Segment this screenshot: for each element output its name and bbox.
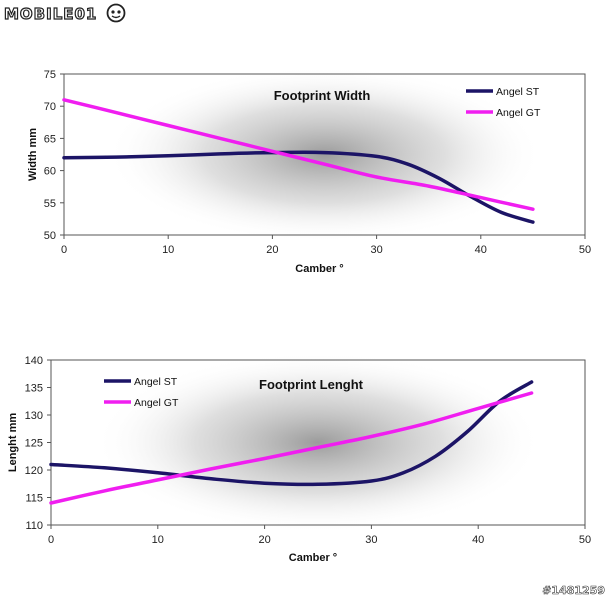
x-tick-label: 0 <box>48 534 54 546</box>
x-tick-label: 30 <box>365 534 377 546</box>
x-tick-label: 20 <box>258 534 270 546</box>
y-tick-label: 50 <box>44 230 56 242</box>
x-axis-label: Camber ° <box>295 263 343 275</box>
chart-title: Footprint Lenght <box>259 377 364 392</box>
site-logo: MOBILE01 <box>3 2 130 26</box>
series-line-angel-gt <box>62 98 535 211</box>
x-axis-label: Camber ° <box>289 552 337 564</box>
chart-title: Footprint Width <box>274 88 371 103</box>
legend-label: Angel GT <box>134 397 179 409</box>
y-tick-label: 75 <box>44 69 56 81</box>
series-line-angel-gt <box>49 391 534 505</box>
footprint-width-chart: 50 55 60 65 70 75 0 10 20 30 40 50 Camber ° Width mm F… <box>27 65 591 275</box>
plot-frame <box>63 73 586 236</box>
plot-shading <box>105 65 544 244</box>
y-tick-label: 65 <box>44 133 56 145</box>
x-tick-label: 30 <box>370 244 382 256</box>
legend-label: Angel GT <box>496 107 541 119</box>
x-tick-label: 10 <box>152 534 164 546</box>
y-tick-label: 115 <box>25 493 43 505</box>
x-tick-label: 10 <box>162 244 174 256</box>
x-tick-label: 40 <box>472 534 484 546</box>
logo-text: MOBILE01 <box>3 4 98 23</box>
x-tick-label: 0 <box>61 244 67 256</box>
y-tick-label: 135 <box>25 383 43 395</box>
series-line-angel-st <box>62 150 535 224</box>
y-tick-label: 130 <box>25 410 43 422</box>
y-axis-label: Lenght mm <box>7 413 19 472</box>
y-tick-label: 55 <box>44 198 56 210</box>
plot-shading <box>93 351 543 534</box>
y-tick-label: 140 <box>25 355 43 367</box>
watermark: #1481259 <box>542 584 605 598</box>
y-tick-label: 125 <box>25 438 43 450</box>
legend-label: Angel ST <box>496 86 540 98</box>
y-tick-label: 60 <box>44 166 56 178</box>
y-tick-label: 110 <box>25 520 43 532</box>
chart-1-plot: 110 115 120 125 130 135 140 0 10 20 30 40 50 Camber °… <box>7 351 591 564</box>
legend-label: Angel ST <box>134 376 178 388</box>
logo-face-icon <box>106 3 126 23</box>
y-tick-label: 70 <box>44 101 56 113</box>
x-tick-label: 20 <box>266 244 278 256</box>
x-tick-label: 50 <box>579 534 591 546</box>
x-tick-label: 40 <box>475 244 487 256</box>
series-line-angel-st <box>49 380 534 487</box>
y-tick-label: 120 <box>25 465 43 477</box>
y-axis-label: Width mm <box>27 128 39 181</box>
chart-0-plot: 50 55 60 65 70 75 0 10 20 30 40 50 Camber ° Width mm F… <box>27 65 591 275</box>
x-tick-label: 50 <box>579 244 591 256</box>
